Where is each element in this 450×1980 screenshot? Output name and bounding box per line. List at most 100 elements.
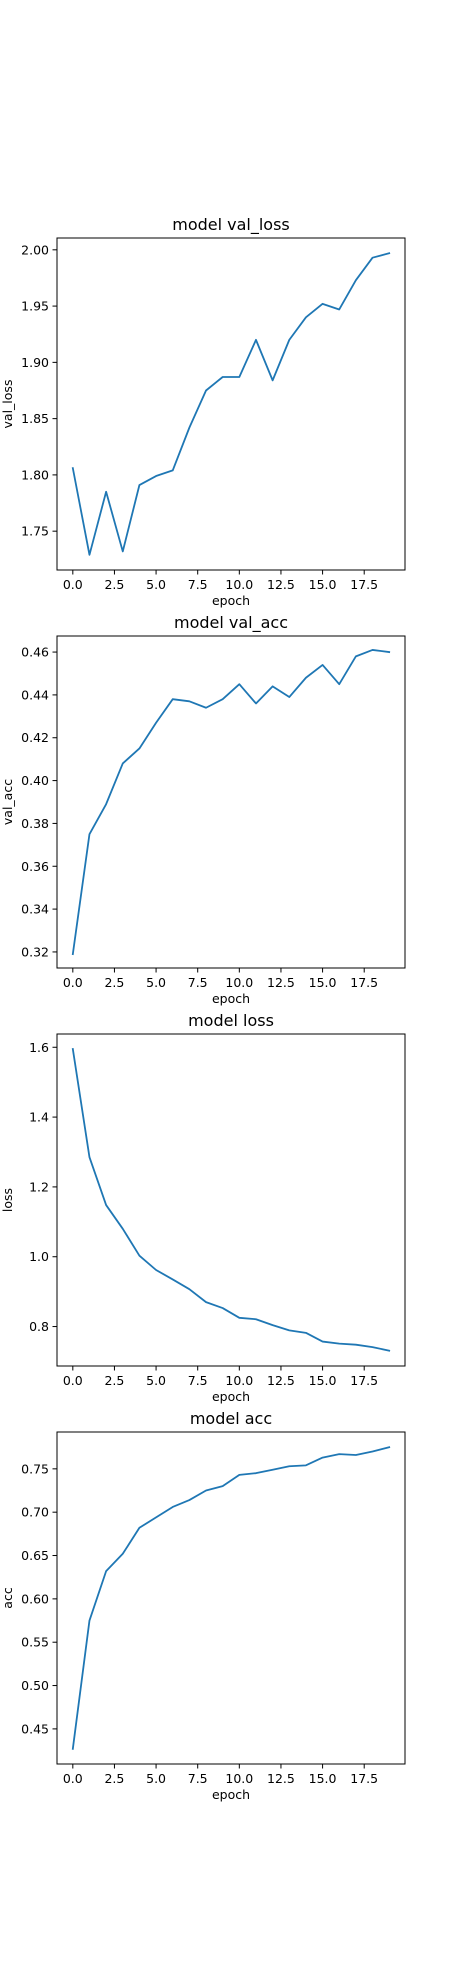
data-point: [88, 833, 90, 835]
data-point: [305, 1332, 307, 1334]
data-point: [138, 484, 140, 486]
x-tick-label: 12.5: [267, 577, 295, 592]
data-point: [188, 1499, 190, 1501]
x-tick-label: 7.5: [188, 975, 208, 990]
y-tick-label: 0.42: [21, 730, 49, 745]
y-tick-label: 0.46: [21, 645, 49, 660]
data-point: [188, 1288, 190, 1290]
chart-title: model val_loss: [172, 215, 290, 235]
chart-title: model loss: [188, 1011, 274, 1030]
data-point: [172, 1506, 174, 1508]
y-tick-label: 0.70: [21, 1505, 49, 1520]
y-tick-label: 0.45: [21, 1721, 49, 1736]
data-point: [172, 469, 174, 471]
y-tick-label: 0.55: [21, 1635, 49, 1650]
data-point: [172, 1278, 174, 1280]
series-line: [71, 252, 391, 556]
data-point: [388, 1446, 390, 1448]
data-point: [372, 1346, 374, 1348]
plot-frame: [56, 1033, 406, 1367]
data-point: [372, 257, 374, 259]
data-point: [238, 376, 240, 378]
data-point: [388, 651, 390, 653]
data-point: [355, 1454, 357, 1456]
data-point: [305, 677, 307, 679]
y-tick-label: 0.38: [21, 816, 49, 831]
data-point: [372, 1451, 374, 1453]
y-axis-label: acc: [0, 1587, 15, 1609]
series-line: [71, 1047, 391, 1352]
y-tick-label: 0.40: [21, 773, 49, 788]
data-point: [305, 1464, 307, 1466]
x-tick-label: 7.5: [188, 1771, 208, 1786]
chart-4: model acc 0.0 2.5 5.0 7.5 10.0 12.5 15.0 17.5 0.4…: [0, 1409, 406, 1802]
data-point: [338, 683, 340, 685]
chart-title: model acc: [190, 1409, 272, 1428]
y-tick-label: 1.0: [29, 1249, 49, 1264]
x-tick-label: 15.0: [309, 1771, 337, 1786]
data-point: [222, 376, 224, 378]
data-point: [105, 1570, 107, 1572]
x-tick-label: 5.0: [146, 1373, 166, 1388]
data-point: [138, 1527, 140, 1529]
data-point: [205, 389, 207, 391]
y-tick-label: 0.75: [21, 1461, 49, 1476]
x-tick-label: 17.5: [350, 975, 378, 990]
x-tick-label: 5.0: [146, 1771, 166, 1786]
x-tick-label: 12.5: [267, 1771, 295, 1786]
data-point: [238, 1317, 240, 1319]
y-tick-label: 1.90: [21, 355, 49, 370]
data-point: [72, 1048, 74, 1050]
y-tick-label: 0.60: [21, 1591, 49, 1606]
y-tick-label: 0.34: [21, 902, 49, 917]
y-tick-label: 0.65: [21, 1548, 49, 1563]
x-tick-label: 10.0: [225, 1771, 253, 1786]
data-point: [322, 1341, 324, 1343]
x-tick-label: 10.0: [225, 1373, 253, 1388]
chart-2: model val_acc 0.0 2.5 5.0 7.5 10.0 12.5 15.0 17.…: [0, 613, 406, 1006]
data-point: [338, 1453, 340, 1455]
x-tick-label: 10.0: [225, 975, 253, 990]
data-point: [155, 475, 157, 477]
x-axis-label: epoch: [212, 1389, 250, 1404]
data-point: [205, 707, 207, 709]
data-point: [355, 655, 357, 657]
chart-title: model val_acc: [174, 613, 288, 633]
data-point: [122, 550, 124, 552]
data-point: [372, 649, 374, 651]
data-point: [388, 252, 390, 254]
series-line: [71, 649, 391, 956]
x-tick-label: 10.0: [225, 577, 253, 592]
data-point: [138, 1255, 140, 1257]
plot-frame: [56, 635, 406, 969]
y-tick-label: 0.44: [21, 687, 49, 702]
data-point: [322, 303, 324, 305]
data-point: [88, 1620, 90, 1622]
data-point: [155, 1516, 157, 1518]
data-point: [255, 339, 257, 341]
data-point: [288, 696, 290, 698]
plot-frame: [56, 1431, 406, 1765]
data-point: [272, 1324, 274, 1326]
y-axis-label: val_loss: [0, 380, 15, 429]
x-tick-label: 2.5: [104, 577, 124, 592]
data-point: [205, 1490, 207, 1492]
data-point: [138, 747, 140, 749]
x-tick-label: 5.0: [146, 577, 166, 592]
data-point: [188, 700, 190, 702]
y-tick-label: 1.2: [29, 1179, 49, 1194]
y-tick-label: 1.95: [21, 299, 49, 314]
x-tick-label: 7.5: [188, 1373, 208, 1388]
x-axis-label: epoch: [212, 593, 250, 608]
data-point: [188, 427, 190, 429]
data-point: [88, 1156, 90, 1158]
data-point: [72, 1748, 74, 1750]
data-point: [105, 491, 107, 493]
data-point: [355, 279, 357, 281]
data-point: [338, 308, 340, 310]
y-tick-label: 1.4: [29, 1110, 49, 1125]
x-tick-label: 0.0: [63, 1373, 83, 1388]
x-tick-label: 0.0: [63, 577, 83, 592]
x-tick-label: 2.5: [104, 1373, 124, 1388]
